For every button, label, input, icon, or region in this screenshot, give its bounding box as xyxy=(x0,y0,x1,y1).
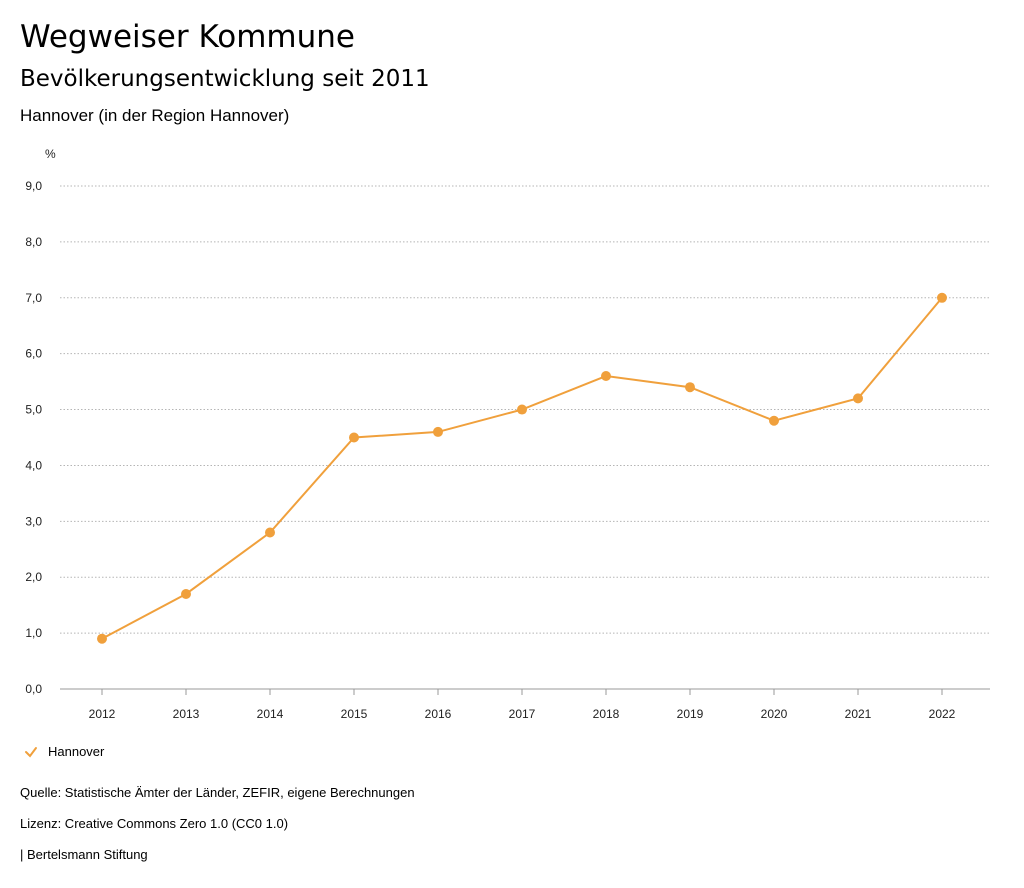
data-point[interactable] xyxy=(349,432,359,443)
chart-subtitle: Bevölkerungsentwicklung seit 2011 xyxy=(20,66,430,92)
y-tick-label: 8,0 xyxy=(25,235,42,249)
x-tick-label: 2018 xyxy=(593,707,620,721)
data-point[interactable] xyxy=(97,633,107,644)
brand-note: | Bertelsmann Stiftung xyxy=(20,847,148,862)
y-tick-label: 0,0 xyxy=(25,682,42,696)
x-tick-label: 2022 xyxy=(929,707,956,721)
data-point[interactable] xyxy=(181,588,191,599)
x-tick-label: 2020 xyxy=(761,707,788,721)
license-note: Lizenz: Creative Commons Zero 1.0 (CC0 1… xyxy=(20,816,289,831)
y-tick-label: 1,0 xyxy=(25,626,42,640)
y-tick-label: 5,0 xyxy=(25,403,42,417)
data-point[interactable] xyxy=(433,426,443,437)
region-label: Hannover (in der Region Hannover) xyxy=(20,106,290,125)
legend-label: Hannover xyxy=(48,744,105,759)
y-tick-label: 2,0 xyxy=(25,570,42,584)
data-point[interactable] xyxy=(265,527,275,538)
x-axis-ticks: 2012 2013 2014 2015 2016 2017 2018 2019 2020 2021… xyxy=(89,689,956,721)
y-tick-label: 9,0 xyxy=(25,179,42,193)
series-points xyxy=(97,292,947,644)
y-tick-label: 4,0 xyxy=(25,458,42,472)
x-tick-label: 2014 xyxy=(257,707,284,721)
check-icon xyxy=(25,746,37,758)
legend-item-hannover[interactable]: Hannover xyxy=(20,744,104,759)
data-point[interactable] xyxy=(517,404,527,415)
x-tick-label: 2016 xyxy=(425,707,452,721)
y-axis-ticks: 0,0 1,0 2,0 3,0 4,0 5,0 6,0 7,0 8,0 9,0 xyxy=(25,179,42,696)
chart-title: Wegweiser Kommune xyxy=(20,19,355,55)
x-tick-label: 2017 xyxy=(509,707,536,721)
x-tick-label: 2019 xyxy=(677,707,704,721)
data-point[interactable] xyxy=(853,393,863,404)
data-point[interactable] xyxy=(685,382,695,393)
line-chart: % 0,01,02,03,04,05,06,07,08,09,0 2012 201… xyxy=(25,147,990,721)
data-point[interactable] xyxy=(601,371,611,382)
x-tick-label: 2012 xyxy=(89,707,116,721)
source-note: Quelle: Statistische Ämter der Länder, Z… xyxy=(20,785,415,800)
y-tick-label: 6,0 xyxy=(25,347,42,361)
y-tick-label: 7,0 xyxy=(25,291,42,305)
x-tick-label: 2013 xyxy=(173,707,200,721)
gridlines xyxy=(60,185,990,690)
y-tick-label: 3,0 xyxy=(25,514,42,528)
series-line-hannover xyxy=(101,297,943,640)
data-point[interactable] xyxy=(769,415,779,426)
x-tick-label: 2015 xyxy=(341,707,368,721)
x-tick-label: 2021 xyxy=(845,707,872,721)
data-point[interactable] xyxy=(937,292,947,303)
y-axis-unit: % xyxy=(45,147,56,161)
